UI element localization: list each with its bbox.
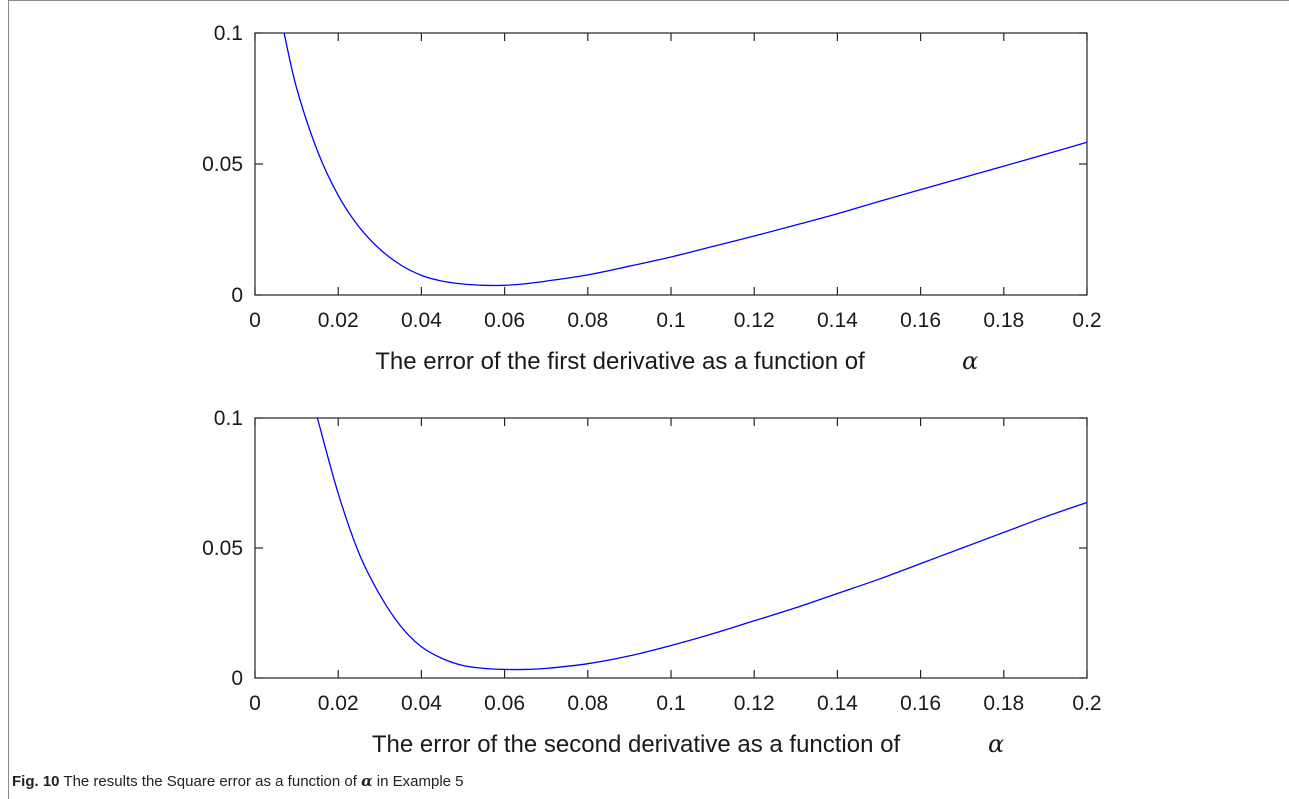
figure-caption: Fig. 10 The results the Square error as … — [12, 772, 464, 790]
x-axis-label-text: The error of the second derivative as a … — [372, 731, 901, 758]
x-tick-label: 0.02 — [318, 692, 359, 715]
x-tick-label: 0.18 — [983, 692, 1024, 715]
x-tick-label: 0.04 — [401, 692, 442, 715]
subplot-second-derivative: 0 0.02 0.04 0.06 0.08 0.1 0.12 0.14 0.16 0.18 0.2 … — [202, 407, 1101, 758]
subplot-first-derivative: 0 0.02 0.04 0.06 0.08 0.1 0.12 0.14 0.16 0.18 0.2 … — [202, 22, 1101, 375]
y-tick-label: 0.1 — [214, 22, 243, 45]
x-tick-label: 0.12 — [734, 692, 775, 715]
x-tick-label: 0.06 — [484, 309, 525, 332]
x-tick-labels: 0 0.02 0.04 0.06 0.08 0.1 0.12 0.14 0.16 0.18 0.2 — [249, 309, 1101, 332]
y-tick-labels: 0 0.05 0.1 — [202, 22, 243, 307]
x-tick-label: 0.12 — [734, 309, 775, 332]
x-axis-label: The error of the first derivative as a f… — [375, 348, 865, 375]
x-tick-label: 0.1 — [656, 309, 685, 332]
x-tick-label: 0.2 — [1072, 309, 1101, 332]
plot-box — [255, 33, 1087, 295]
y-tick-label: 0.1 — [214, 407, 243, 430]
x-tick-label: 0.04 — [401, 309, 442, 332]
caption-alpha-symbol: α — [361, 772, 373, 790]
x-tick-label: 0.06 — [484, 692, 525, 715]
x-tick-label: 0 — [249, 309, 261, 332]
x-tick-label: 0.08 — [567, 309, 608, 332]
caption-fig-label: Fig. 10 — [12, 773, 60, 790]
caption-text-after: in Example 5 — [373, 773, 464, 790]
alpha-symbol: α — [962, 347, 978, 375]
y-tick-labels: 0 0.05 0.1 — [202, 407, 243, 690]
x-tick-label: 0.02 — [318, 309, 359, 332]
series-line — [284, 33, 1087, 285]
x-tick-label: 0 — [249, 692, 261, 715]
caption-text-before: The results the Square error as a functi… — [60, 773, 362, 790]
y-tick-label: 0.05 — [202, 537, 243, 560]
axis-ticks — [255, 33, 1087, 295]
y-tick-label: 0 — [231, 667, 243, 690]
series-line — [317, 418, 1087, 670]
x-tick-label: 0.08 — [567, 692, 608, 715]
x-tick-label: 0.14 — [817, 692, 858, 715]
x-axis-label: The error of the second derivative as a … — [372, 731, 901, 758]
y-tick-label: 0 — [231, 284, 243, 307]
x-tick-label: 0.14 — [817, 309, 858, 332]
x-tick-label: 0.16 — [900, 309, 941, 332]
x-tick-label: 0.1 — [656, 692, 685, 715]
y-tick-label: 0.05 — [202, 153, 243, 176]
x-tick-label: 0.16 — [900, 692, 941, 715]
x-tick-label: 0.18 — [983, 309, 1024, 332]
x-tick-label: 0.2 — [1072, 692, 1101, 715]
x-tick-labels: 0 0.02 0.04 0.06 0.08 0.1 0.12 0.14 0.16 0.18 0.2 — [249, 692, 1101, 715]
alpha-symbol: α — [988, 730, 1004, 758]
x-axis-label-text: The error of the first derivative as a f… — [375, 348, 865, 375]
figure-svg: 0 0.02 0.04 0.06 0.08 0.1 0.12 0.14 0.16 0.18 0.2 … — [0, 0, 1289, 770]
